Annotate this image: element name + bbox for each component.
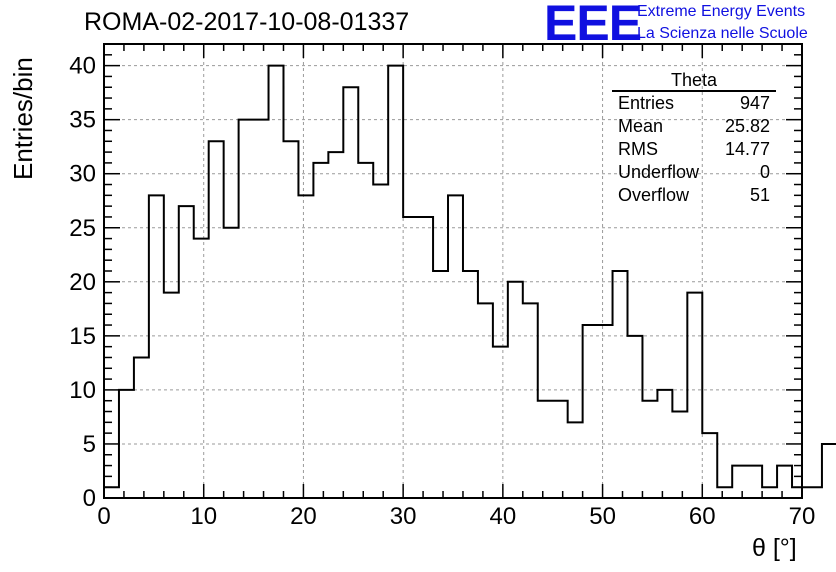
stats-row-entries: Entries 947 [612, 92, 776, 115]
chart-title: ROMA-02-2017-10-08-01337 [84, 8, 410, 36]
stats-box: Theta Entries 947 Mean 25.82 RMS 14.77 U… [612, 70, 776, 207]
logo-text-line2: La Scienza nelle Scuole [637, 25, 808, 42]
stats-label: Entries [618, 93, 675, 113]
stats-title: Theta [612, 70, 776, 92]
logo-text-line1: Extreme Energy Events [637, 3, 806, 20]
y-tick-label: 0 [83, 485, 96, 512]
x-tick-label: 10 [190, 503, 217, 530]
y-tick-label: 5 [83, 431, 96, 458]
x-tick-label: 30 [390, 503, 417, 530]
stats-value: 0 [759, 162, 770, 182]
x-tick-label: 0 [97, 503, 110, 530]
x-tick-label: 40 [490, 503, 517, 530]
x-tick-label: 60 [689, 503, 716, 530]
stats-row-mean: Mean 25.82 [612, 115, 776, 138]
y-tick-label: 25 [69, 215, 96, 242]
eee-logo: EEE [544, 0, 642, 51]
stats-label: Mean [618, 116, 664, 136]
y-tick-label: 30 [69, 161, 96, 188]
x-tick-label: 70 [789, 503, 816, 530]
stats-label: Underflow [618, 162, 700, 182]
x-axis-label: θ [°] [752, 534, 797, 562]
stats-value: 25.82 [724, 116, 770, 136]
histogram-step-line [103, 64, 836, 498]
stats-row-overflow: Overflow 51 [612, 184, 776, 207]
x-tick-label: 50 [589, 503, 616, 530]
y-tick-label: 40 [69, 53, 96, 80]
y-tick-label: 15 [69, 323, 96, 350]
stats-label: Overflow [618, 185, 690, 205]
y-tick-label: 20 [69, 269, 96, 296]
grid-lines [104, 44, 802, 498]
stats-value: 14.77 [724, 139, 770, 159]
stats-value: 947 [739, 93, 770, 113]
stats-row-rms: RMS 14.77 [612, 138, 776, 161]
stats-row-underflow: Underflow 0 [612, 161, 776, 184]
plot-frame [103, 43, 803, 499]
x-tick-label: 20 [290, 503, 317, 530]
y-tick-label: 35 [69, 107, 96, 134]
y-axis-label: Entries/bin [8, 57, 38, 180]
y-tick-label: 10 [69, 377, 96, 404]
stats-value: 51 [749, 185, 770, 205]
stats-label: RMS [618, 139, 658, 159]
